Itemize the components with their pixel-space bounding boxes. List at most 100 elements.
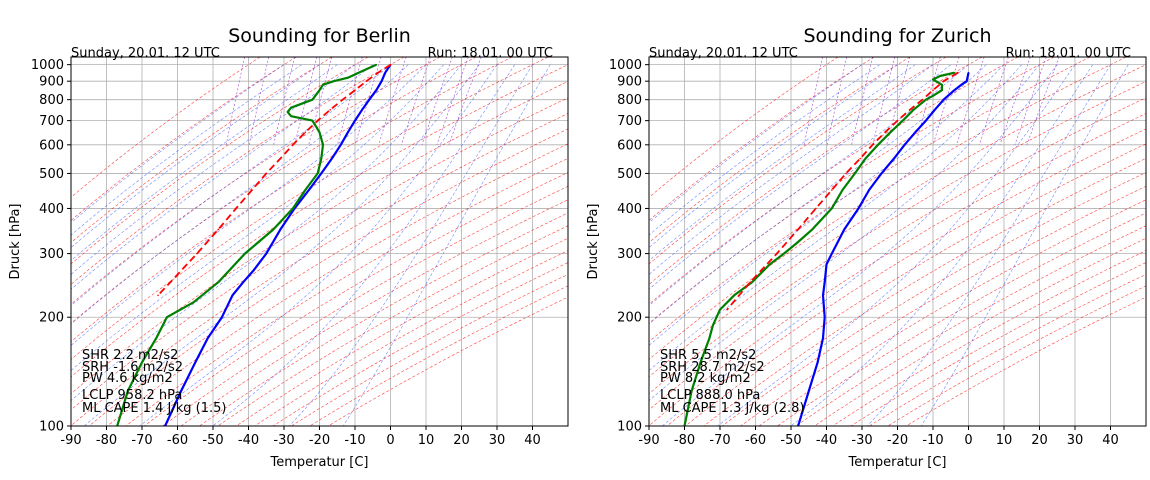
dewpoint-data-point [889,131,892,134]
x-tick-label: 30 [1067,433,1084,448]
dewpoint-data-point [854,172,856,175]
x-tick-label: 10 [418,433,435,448]
parcel-data-point [871,144,874,146]
parcel-data-point [942,80,945,82]
mixing-ratio-line [378,57,407,145]
moist-adiabat-line [867,64,1111,426]
dewpoint-data-point [712,324,714,327]
moist-adiabat-line [662,64,1058,426]
dry-adiabat-line [71,57,477,324]
dewpoint-data-point [192,301,195,304]
chart-title: Sounding for Berlin [228,25,411,47]
dry-adiabat-line [685,143,1146,426]
stats-annotation: PW 4.6 kg/m2 [82,371,173,386]
y-tick-label: 200 [617,311,642,326]
stats-annotation: LCLP 888.0 hPa [660,388,760,403]
parcel-data-point [831,189,833,191]
dewpoint-data-point [925,98,927,101]
dewpoint-profile-line [116,63,377,426]
x-tick-label: -20 [887,433,908,448]
temperature-data-point [880,172,883,175]
mixing-ratio-line [956,57,985,145]
x-tick-label: -60 [745,433,766,448]
stats-annotation: ML CAPE 1.4 J/kg (1.5) [82,401,227,416]
temperature-data-point [253,269,255,271]
parcel-data-point [884,131,886,134]
dewpoint-data-point [244,252,246,255]
moist-adiabat-line [84,64,480,426]
y-tick-label: 700 [39,114,64,129]
temperature-data-point [279,228,282,231]
dewpoint-data-point [902,119,904,122]
dewpoint-data-point [141,361,143,364]
dewpoint-data-point [290,115,292,117]
temperature-data-point [308,189,310,191]
x-tick-label: -30 [851,433,872,448]
moist-adiabat-line [649,64,969,307]
temperature-data-point [380,80,383,82]
moist-adiabat-line [649,64,898,248]
parcel-data-point [365,80,368,82]
parcel-data-point [354,89,356,91]
moist-adiabat-line [71,64,356,275]
moist-adiabat-line [71,64,462,402]
moist-adiabat-line [289,64,533,426]
parcel-data-point [932,89,934,91]
x-tick-label: 20 [453,433,470,448]
dry-adiabat-line [795,225,1146,426]
parcel-data-point [279,157,282,160]
x-tick-label: -50 [202,433,223,448]
parcel-data-point [196,252,198,255]
x-tick-label: -40 [238,433,259,448]
dewpoint-data-point [768,263,771,266]
temperature-data-point [934,109,936,111]
temperature-data-point [965,80,968,82]
dry-adiabat-line [272,262,568,426]
dry-adiabat-line [722,172,1146,426]
dry-adiabat-line [107,143,568,426]
dewpoint-data-point [322,83,324,86]
y-tick-label: 800 [617,93,642,108]
temperature-data-point [822,337,824,340]
model-run-label: Run: 18.01. 00 UTC [428,46,553,61]
mixing-ratio-line [294,57,318,145]
moist-adiabat-line [71,64,320,248]
dry-adiabat-line [71,57,441,305]
dry-adiabat-line [850,262,1146,426]
x-tick-label: -70 [709,433,730,448]
moist-adiabat-line [649,64,1040,402]
dry-adiabat-line [649,64,1146,378]
temperature-data-point [384,71,387,74]
mixing-ratio-line [248,57,270,145]
y-tick-label: 100 [617,420,642,435]
moist-adiabat-line [717,64,1076,426]
stats-annotation: SRH -1.6 m2/s2 [82,360,183,375]
dry-adiabat-line [71,64,568,378]
x-tick-label: -20 [309,433,330,448]
dry-adiabat-line [649,57,911,244]
y-tick-label: 400 [617,202,642,217]
y-tick-label: 800 [39,93,64,108]
dewpoint-data-point [272,228,275,231]
temperature-data-point [825,263,828,266]
dry-adiabat-line [649,57,1127,360]
moist-adiabat-line [71,64,427,346]
parcel-data-point [776,252,778,255]
parcel-data-point [389,63,392,66]
dry-adiabat-line [88,128,568,426]
x-tick-label: 10 [996,433,1013,448]
dewpoint-data-point [751,281,753,284]
moist-adiabat-line [71,64,302,236]
dry-adiabat-line [71,57,405,285]
temperature-data-point [868,189,870,191]
dewpoint-data-point [733,294,735,297]
temperature-data-point [320,172,323,175]
x-axis-label: Temperatur [C] [848,455,947,470]
x-tick-label: -70 [131,433,152,448]
temperature-data-point [903,144,906,146]
parcel-profile-line [726,71,959,311]
temperature-data-point [942,98,945,101]
temperature-data-point [843,228,846,231]
dry-adiabat-line [71,57,513,343]
